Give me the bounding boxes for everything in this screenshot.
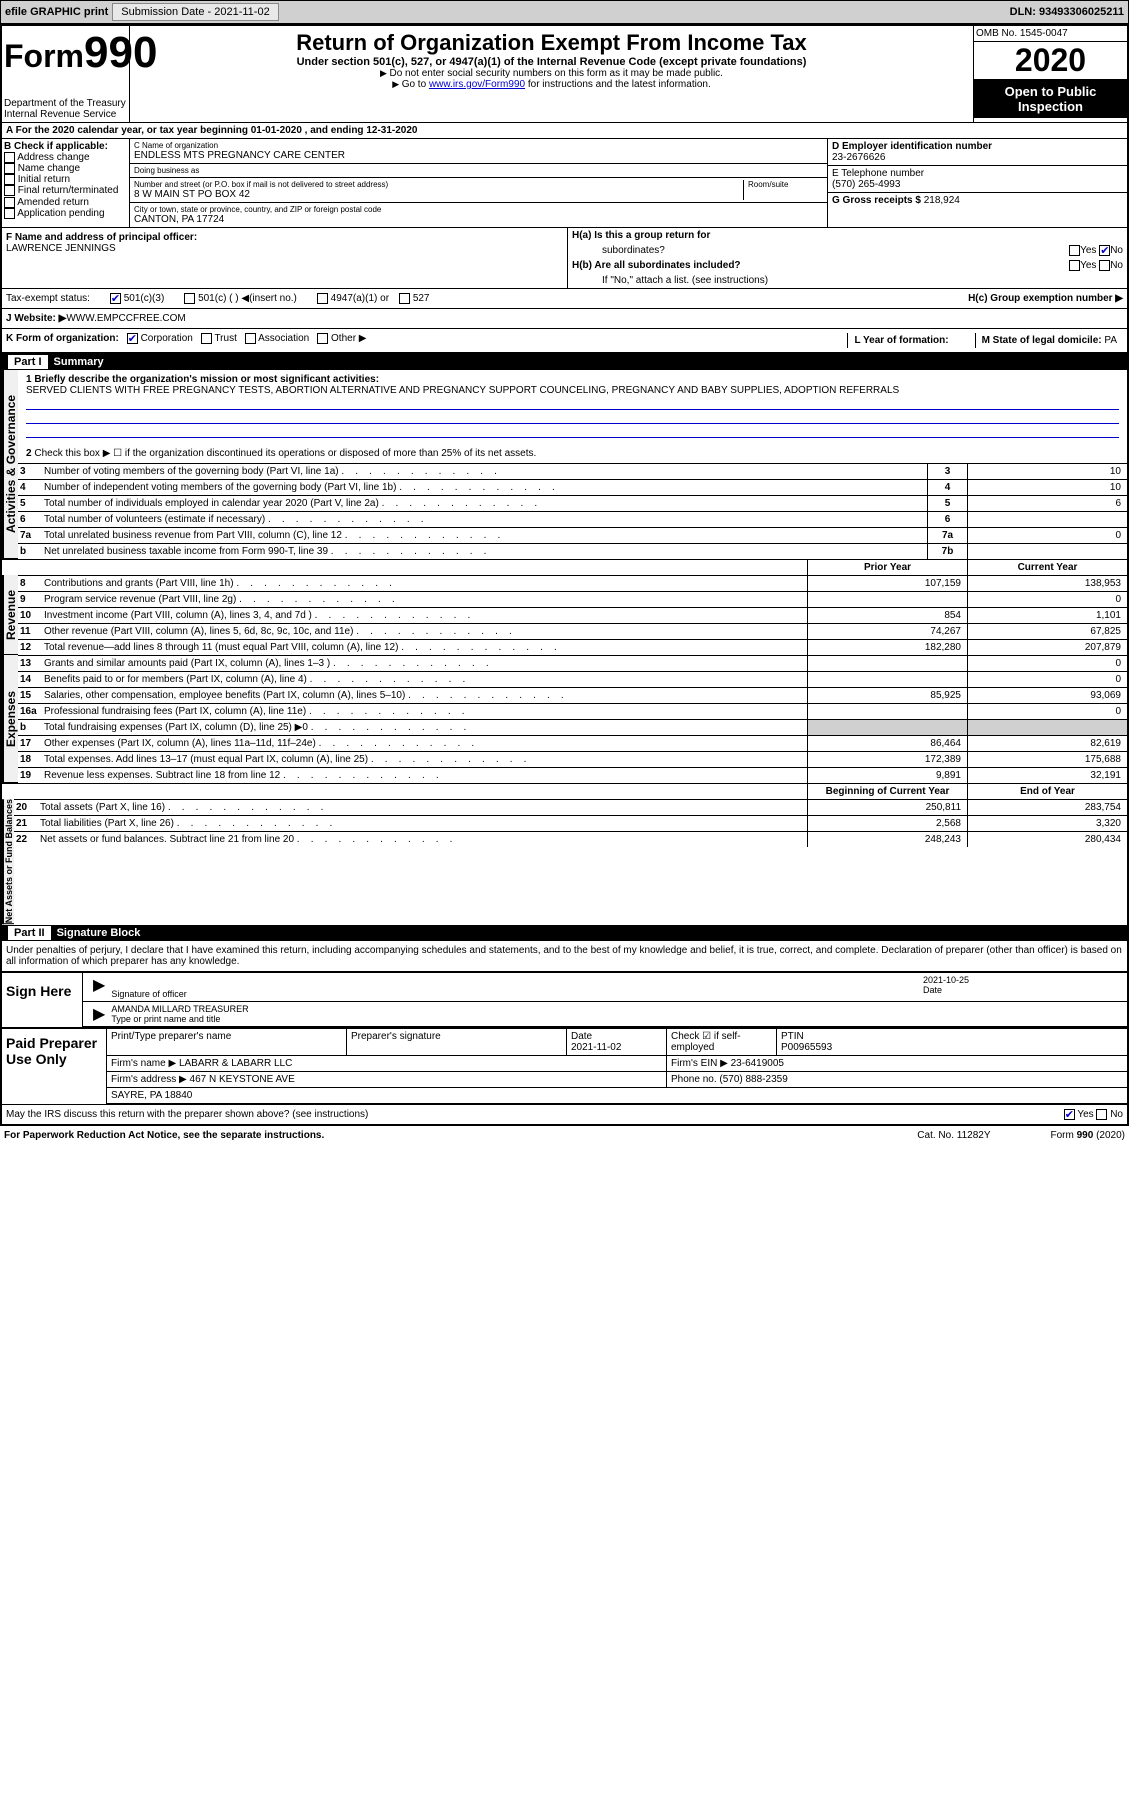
tax-exempt-row: Tax-exempt status: 501(c)(3) 501(c) ( ) … xyxy=(2,288,1127,309)
dept-irs: Internal Revenue Service xyxy=(4,109,127,120)
irs-link[interactable]: www.irs.gov/Form990 xyxy=(429,79,525,90)
org-city: CANTON, PA 17724 xyxy=(134,214,823,225)
summary-row: 16aProfessional fundraising fees (Part I… xyxy=(18,703,1127,719)
form-title-box: Return of Organization Exempt From Incom… xyxy=(130,26,973,122)
summary-row: 8Contributions and grants (Part VIII, li… xyxy=(18,575,1127,591)
officer-sig-name: AMANDA MILLARD TREASURER xyxy=(111,1004,1123,1014)
row-a-period: A For the 2020 calendar year, or tax yea… xyxy=(2,123,1127,138)
efile-label: efile GRAPHIC print xyxy=(5,6,108,18)
sign-here-label: Sign Here xyxy=(2,973,82,1027)
cb-address-change[interactable]: Address change xyxy=(4,152,127,163)
summary-row: 4Number of independent voting members of… xyxy=(18,479,1127,495)
paid-preparer-label: Paid Preparer Use Only xyxy=(2,1029,106,1104)
pra-notice: For Paperwork Reduction Act Notice, see … xyxy=(4,1130,324,1141)
vert-expenses: Expenses xyxy=(2,655,18,783)
summary-row: bNet unrelated business taxable income f… xyxy=(18,543,1127,559)
phone: (570) 265-4993 xyxy=(832,179,1123,190)
penalty-declaration: Under penalties of perjury, I declare th… xyxy=(2,941,1127,971)
summary-row: 15Salaries, other compensation, employee… xyxy=(18,687,1127,703)
cb-final-return[interactable]: Final return/terminated xyxy=(4,185,127,196)
vert-revenue: Revenue xyxy=(2,575,18,655)
box-b-checks: B Check if applicable: Address change Na… xyxy=(2,139,130,227)
ein: 23-2676626 xyxy=(832,152,1123,163)
summary-row: 12Total revenue—add lines 8 through 11 (… xyxy=(18,639,1127,655)
summary-row: 7aTotal unrelated business revenue from … xyxy=(18,527,1127,543)
officer-name: LAWRENCE JENNINGS xyxy=(6,243,563,254)
submission-date-btn[interactable]: Submission Date - 2021-11-02 xyxy=(112,3,278,21)
summary-row: 3Number of voting members of the governi… xyxy=(18,463,1127,479)
summary-row: 21Total liabilities (Part X, line 26)2,5… xyxy=(14,815,1127,831)
dln: DLN: 93493306025211 xyxy=(1010,6,1124,18)
summary-row: 18Total expenses. Add lines 13–17 (must … xyxy=(18,751,1127,767)
vert-activities: Activities & Governance xyxy=(2,370,18,559)
summary-row: 9Program service revenue (Part VIII, lin… xyxy=(18,591,1127,607)
instr-link: Go to www.irs.gov/Form990 for instructio… xyxy=(134,79,969,90)
cat-no: Cat. No. 11282Y xyxy=(917,1130,990,1141)
cb-app-pending[interactable]: Application pending xyxy=(4,208,127,219)
box-f: F Name and address of principal officer:… xyxy=(2,228,567,288)
part1-header: Part ISummary xyxy=(2,354,1127,370)
cb-amended[interactable]: Amended return xyxy=(4,197,127,208)
website: WWW.EMPCCFREE.COM xyxy=(66,313,185,324)
summary-row: 22Net assets or fund balances. Subtract … xyxy=(14,831,1127,847)
summary-row: 11Other revenue (Part VIII, column (A), … xyxy=(18,623,1127,639)
tax-year: 2020 xyxy=(974,42,1127,80)
mission-text: SERVED CLIENTS WITH FREE PREGNANCY TESTS… xyxy=(26,385,1119,396)
vert-netassets: Net Assets or Fund Balances xyxy=(2,799,14,924)
open-public: Open to PublicInspection xyxy=(974,80,1127,118)
summary-row: 17Other expenses (Part IX, column (A), l… xyxy=(18,735,1127,751)
efile-header: efile GRAPHIC print Submission Date - 20… xyxy=(0,0,1129,24)
summary-row: 20Total assets (Part X, line 16)250,8112… xyxy=(14,799,1127,815)
part2-header: Part IISignature Block xyxy=(2,925,1127,941)
summary-row: 13Grants and similar amounts paid (Part … xyxy=(18,655,1127,671)
org-name: ENDLESS MTS PREGNANCY CARE CENTER xyxy=(134,150,823,161)
instr-ssn: Do not enter social security numbers on … xyxy=(134,68,969,79)
org-address: 8 W MAIN ST PO BOX 42 xyxy=(134,189,743,200)
dept-treasury: Department of the Treasury xyxy=(4,98,127,109)
ptin: P00965593 xyxy=(781,1042,832,1053)
form-title: Return of Organization Exempt From Incom… xyxy=(134,30,969,56)
summary-row: 6Total number of volunteers (estimate if… xyxy=(18,511,1127,527)
summary-row: 14Benefits paid to or for members (Part … xyxy=(18,671,1127,687)
form-number-box: Form990 Department of the Treasury Inter… xyxy=(2,26,130,122)
gross-receipts: 218,924 xyxy=(924,195,960,206)
summary-row: 10Investment income (Part VIII, column (… xyxy=(18,607,1127,623)
firm-name: LABARR & LABARR LLC xyxy=(179,1058,292,1069)
form-subtitle: Under section 501(c), 527, or 4947(a)(1)… xyxy=(134,56,969,68)
cb-name-change[interactable]: Name change xyxy=(4,163,127,174)
summary-row: 5Total number of individuals employed in… xyxy=(18,495,1127,511)
summary-row: bTotal fundraising expenses (Part IX, co… xyxy=(18,719,1127,735)
form-footer: Form 990 (2020) xyxy=(1051,1130,1126,1141)
omb-number: OMB No. 1545-0047 xyxy=(974,26,1127,42)
omb-box: OMB No. 1545-0047 2020 Open to PublicIns… xyxy=(973,26,1127,122)
summary-row: 19Revenue less expenses. Subtract line 1… xyxy=(18,767,1127,783)
cb-initial-return[interactable]: Initial return xyxy=(4,174,127,185)
